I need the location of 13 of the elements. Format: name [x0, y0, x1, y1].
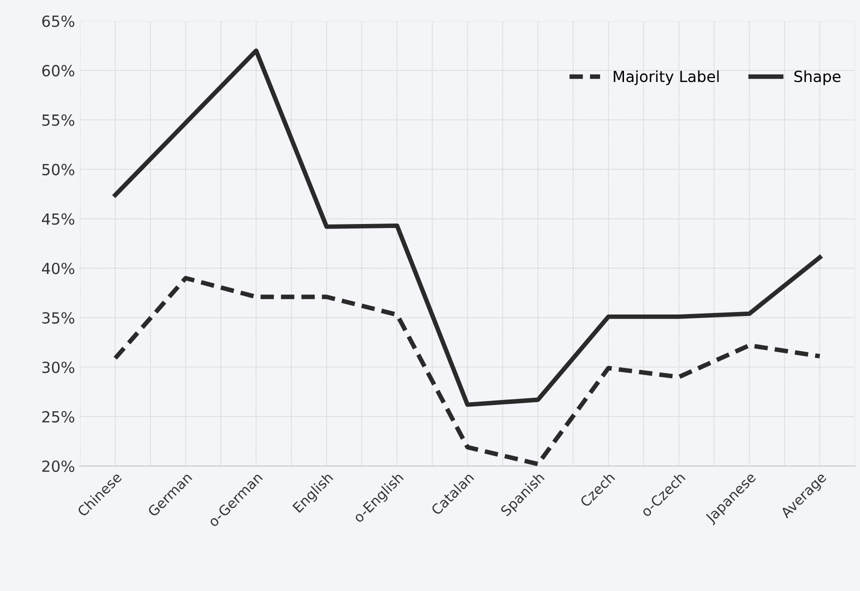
y-tick-label: 55%	[42, 114, 74, 126]
y-tick-label: 25%	[42, 411, 74, 423]
y-tick-label: 20%	[42, 460, 74, 472]
y-tick-label: 60%	[42, 64, 74, 76]
y-tick-label: 65%	[42, 15, 74, 28]
y-tick-label: 50%	[42, 164, 74, 176]
y-tick-label: 40%	[42, 262, 74, 274]
y-tick-label: 35%	[42, 312, 74, 324]
legend-label: Shape	[794, 70, 840, 86]
y-tick-label: 45%	[42, 213, 74, 225]
y-tick-label: 30%	[42, 362, 74, 374]
line-series	[113, 276, 822, 466]
legend-label: Majority Label	[614, 70, 719, 86]
